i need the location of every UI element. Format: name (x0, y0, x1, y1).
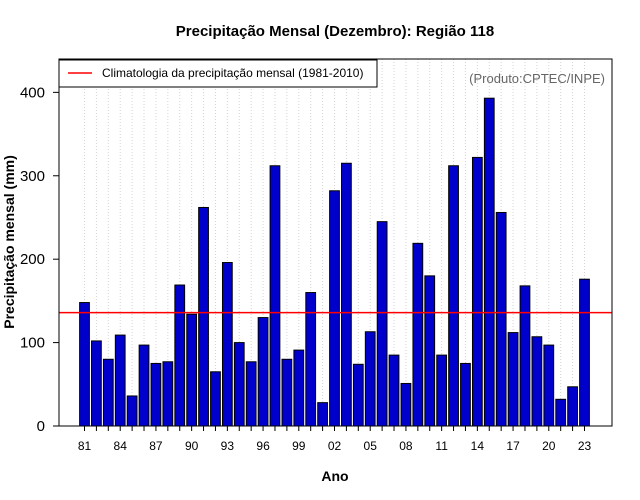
bar-2013 (460, 362, 471, 427)
bar-1987 (150, 362, 162, 427)
bar-2002 (329, 190, 340, 427)
bars-group (79, 97, 590, 427)
bar-2021 (555, 398, 567, 427)
bar-2010 (424, 275, 436, 427)
bar-2020 (543, 344, 555, 427)
y-tick-label: 100 (20, 335, 45, 352)
x-tick-label: 05 (364, 439, 378, 453)
x-tick-label: 08 (399, 439, 413, 453)
x-tick-label: 84 (114, 439, 128, 453)
y-tick-label: 300 (20, 168, 45, 185)
bar-1996 (257, 317, 269, 427)
x-axis: 81 84 87 90 93 96 99 02 05 08 11 14 17 20 23 (78, 426, 592, 453)
bar-2018 (519, 285, 531, 427)
bar-2008 (400, 382, 412, 427)
bar-2005 (364, 331, 376, 427)
y-axis-label: Precipitação mensal (mm) (1, 155, 17, 329)
bar-2019 (531, 336, 543, 427)
bar-2012 (448, 165, 459, 427)
bar-1990 (186, 313, 198, 427)
x-tick-label: 17 (506, 439, 520, 453)
bar-2006 (376, 221, 388, 427)
bar-1986 (138, 344, 150, 427)
bar-2016 (495, 211, 507, 427)
bar-2001 (317, 402, 328, 427)
bar-2015 (483, 97, 495, 427)
x-tick-label: 20 (542, 439, 556, 453)
legend-box (58, 59, 378, 88)
x-tick-label: 02 (328, 439, 342, 453)
bar-2009 (412, 242, 424, 427)
product-annotation: (Produto:CPTEC/INPE) (469, 71, 605, 86)
bar-2011 (436, 354, 448, 427)
bar-1989 (174, 284, 186, 427)
x-tick-label: 99 (292, 439, 306, 453)
y-tick-label: 400 (20, 84, 45, 101)
bar-2007 (388, 354, 400, 427)
bar-2023 (579, 278, 590, 427)
bar-1981 (79, 302, 90, 427)
bar-1985 (126, 395, 138, 427)
y-axis: 0 100 200 300 400 (20, 84, 59, 435)
bar-2004 (352, 363, 364, 427)
x-tick-label: 87 (149, 439, 163, 453)
x-tick-label: 14 (471, 439, 485, 453)
y-tick-label: 0 (37, 418, 45, 435)
x-tick-label: 81 (78, 439, 92, 453)
x-axis-label: Ano (321, 468, 348, 484)
plot-border (58, 58, 613, 427)
bar-1995 (245, 361, 257, 427)
bar-1984 (114, 334, 126, 427)
bar-1999 (293, 349, 305, 427)
bar-2017 (507, 332, 519, 427)
bar-1993 (221, 262, 233, 427)
chart-title: Precipitação Mensal (Dezembro): Região 1… (176, 23, 494, 40)
bar-1994 (233, 342, 245, 427)
legend-label: Climatologia da precipitação mensal (198… (102, 66, 363, 80)
y-tick-label: 200 (20, 251, 45, 268)
x-tick-label: 96 (256, 439, 270, 453)
bar-2003 (341, 162, 352, 427)
bar-2014 (471, 156, 483, 427)
bar-1992 (210, 371, 221, 427)
x-tick-label: 11 (435, 439, 448, 453)
bar-1998 (281, 358, 293, 427)
bar-1997 (269, 165, 281, 427)
bar-1991 (198, 206, 209, 427)
bar-1982 (91, 340, 102, 427)
bar-1988 (162, 361, 174, 427)
bar-1983 (102, 358, 114, 427)
bar-2022 (567, 386, 578, 427)
x-tick-label: 23 (578, 439, 592, 453)
x-tick-label: 90 (185, 439, 199, 453)
legend: Climatologia da precipitação mensal (198… (58, 59, 378, 88)
x-tick-label: 93 (221, 439, 235, 453)
